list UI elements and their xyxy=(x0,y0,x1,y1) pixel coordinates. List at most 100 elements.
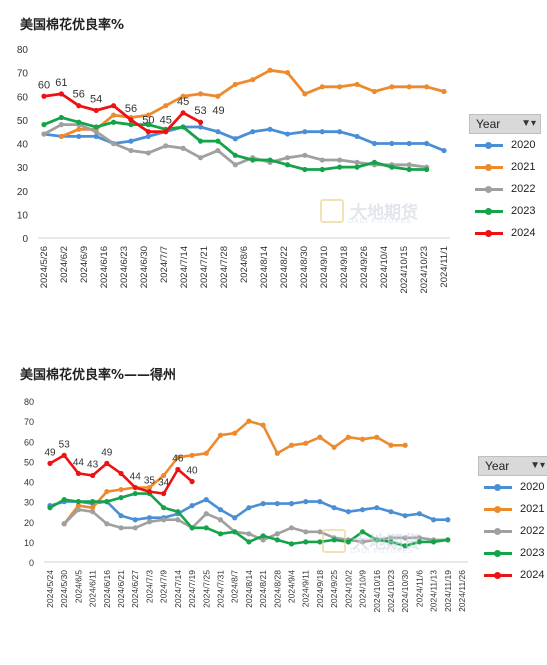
data-point-2021 xyxy=(354,81,360,88)
data-label: 60 xyxy=(38,79,50,91)
x-tick-label: 2024/7/3 xyxy=(144,570,154,603)
data-point-2022 xyxy=(416,535,422,541)
data-point-2022 xyxy=(354,159,360,165)
data-point-2024 xyxy=(104,460,110,466)
x-tick-label: 2024/11/6 xyxy=(414,570,424,607)
data-point-2022 xyxy=(317,529,323,535)
data-point-2023 xyxy=(75,499,82,505)
data-point-2024 xyxy=(128,117,134,123)
chart-plot-area: 0 10 20 30 40 50 60 70 80 2024/5/24 2024/5/30 2024/… xyxy=(24,397,468,613)
data-point-2022 xyxy=(41,131,47,137)
x-tick-label: 2024/9/18 xyxy=(315,570,325,608)
y-tick-label: 0 xyxy=(29,558,34,568)
x-tick-label: 2024/6/23 xyxy=(119,246,130,288)
data-point-2020 xyxy=(445,517,451,523)
data-point-2023 xyxy=(319,166,325,173)
legend-item-2024: 2024 xyxy=(469,222,541,244)
data-point-2023 xyxy=(288,541,295,547)
data-point-2021 xyxy=(90,505,96,511)
x-tick-label: 2024/6/5 xyxy=(73,570,83,603)
data-point-2020 xyxy=(402,513,408,519)
data-point-2022 xyxy=(161,517,167,523)
data-point-2021 xyxy=(104,488,110,495)
data-point-2023 xyxy=(416,539,422,545)
data-point-2021 xyxy=(215,93,221,99)
data-point-2023 xyxy=(406,166,412,173)
data-point-2022 xyxy=(203,511,209,517)
legend-marker-swatch xyxy=(494,550,501,557)
data-point-2021 xyxy=(146,484,153,491)
data-point-2023 xyxy=(337,164,343,170)
data-point-2021 xyxy=(388,442,394,448)
watermark-cn: 大地期货 xyxy=(350,203,418,222)
data-point-2023 xyxy=(61,497,67,503)
data-label: 45 xyxy=(177,96,189,108)
data-point-2023 xyxy=(110,119,117,125)
legend-label: 2024 xyxy=(511,227,536,239)
series-line-2024 xyxy=(42,92,202,134)
x-tick-label: 2024/10/23 xyxy=(419,246,430,294)
data-point-2023 xyxy=(371,159,378,165)
data-point-2022 xyxy=(104,521,110,527)
y-tick-label: 30 xyxy=(24,498,34,508)
data-point-2023 xyxy=(317,539,323,545)
data-label: 43 xyxy=(87,459,99,470)
data-point-2020 xyxy=(76,133,82,140)
data-label: 53 xyxy=(59,439,71,450)
data-point-2021 xyxy=(359,436,366,442)
x-tick-label: 2024/7/19 xyxy=(187,570,197,608)
series-line-2022 xyxy=(42,123,429,169)
data-point-2023 xyxy=(217,531,224,537)
chart-title: 美国棉花优良率%——得州 xyxy=(20,368,177,383)
data-point-2021 xyxy=(302,91,308,97)
legend-marker-swatch xyxy=(494,572,501,579)
filter-dropdown-icon[interactable]: ▼▾ xyxy=(521,118,536,129)
x-tick-label: 2024/5/26 xyxy=(39,246,50,288)
data-point-2023 xyxy=(128,122,134,128)
legend-item-2020: 2020 xyxy=(469,134,541,156)
data-point-2022 xyxy=(284,155,291,161)
legend-header[interactable]: Year ▼▾ xyxy=(478,456,547,476)
legend-label: 2022 xyxy=(520,525,545,537)
chart-texas-cotton-good-excellent: 美国棉花优良率%——得州 0 10 20 30 40 50 60 70 80 2024/5/24 2… xyxy=(0,350,547,665)
y-tick-label: 70 xyxy=(24,417,34,427)
data-point-2020 xyxy=(246,505,252,511)
filter-dropdown-icon[interactable]: ▼▾ xyxy=(530,460,545,471)
data-point-2024 xyxy=(61,452,67,458)
data-point-2022 xyxy=(145,150,151,156)
data-point-2024 xyxy=(175,466,181,473)
data-point-2020 xyxy=(203,497,209,503)
data-point-2022 xyxy=(406,162,412,168)
data-point-2023 xyxy=(58,114,64,121)
data-point-2021 xyxy=(110,112,117,118)
data-point-2024 xyxy=(93,107,99,114)
data-point-2020 xyxy=(430,517,437,523)
data-label: 46 xyxy=(172,453,184,464)
data-point-2022 xyxy=(274,531,280,537)
legend-marker-swatch xyxy=(485,186,492,193)
y-tick-label: 0 xyxy=(22,234,28,245)
x-tick-label: 2024/10/2 xyxy=(343,570,353,608)
x-tick-label: 2024/11/1 xyxy=(439,246,450,288)
data-point-2023 xyxy=(331,537,337,543)
x-tick-label: 2024/10/30 xyxy=(400,570,410,613)
data-label: 54 xyxy=(90,93,102,105)
data-point-2022 xyxy=(75,507,82,513)
legend-header[interactable]: Year ▼▾ xyxy=(469,114,541,134)
data-point-2020 xyxy=(388,509,394,515)
x-tick-label: 2024/7/28 xyxy=(219,246,230,288)
data-point-2022 xyxy=(215,147,221,154)
x-tick-label: 2024/6/11 xyxy=(88,570,98,607)
data-point-2022 xyxy=(175,517,181,523)
legend-item-2023: 2023 xyxy=(478,542,547,564)
legend-label: 2024 xyxy=(520,569,545,581)
data-point-2023 xyxy=(250,157,256,163)
x-tick-label: 2024/7/25 xyxy=(201,570,211,608)
data-point-2020 xyxy=(189,503,195,509)
data-point-2022 xyxy=(288,525,295,531)
data-point-2021 xyxy=(197,91,204,97)
data-point-2024 xyxy=(161,490,167,497)
data-point-2023 xyxy=(232,152,238,158)
data-point-2023 xyxy=(197,138,204,144)
data-point-2021 xyxy=(163,103,169,109)
